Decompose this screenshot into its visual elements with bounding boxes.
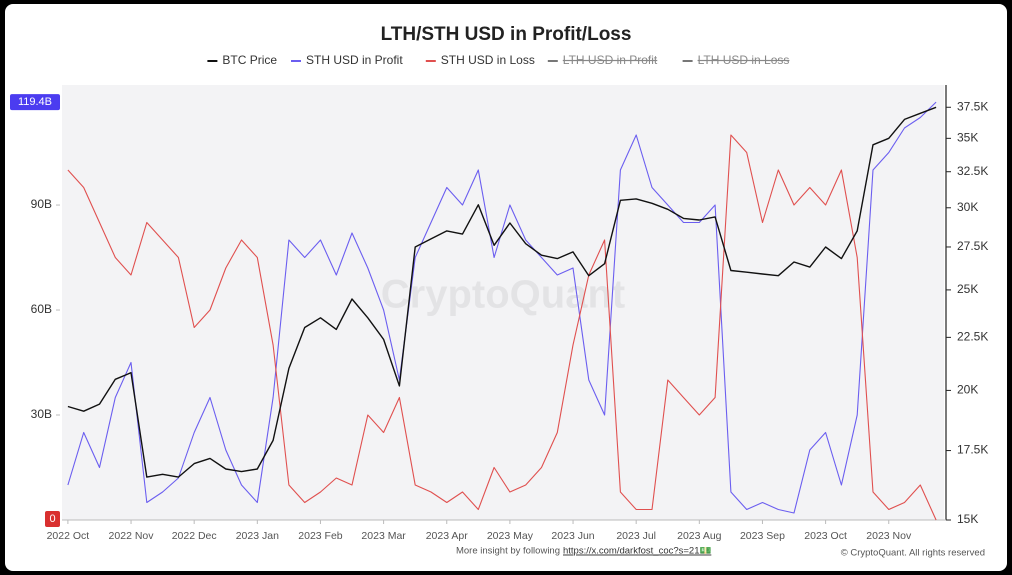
watermark: CryptoQuant — [381, 273, 625, 317]
legend-label: LTH USD in Profit — [563, 53, 658, 67]
current-value-box — [45, 511, 60, 527]
x-tick-label: 2022 Oct — [47, 530, 90, 542]
current-value-label: 119.4B — [18, 96, 52, 108]
legend-label: BTC Price — [222, 53, 277, 67]
y2-tick-label: 15K — [957, 512, 978, 526]
x-tick-label: 2022 Dec — [172, 530, 217, 542]
legend-item[interactable]: STH USD in Profit — [291, 53, 403, 67]
legend-item[interactable]: LTH USD in Profit — [547, 53, 658, 67]
footer-text: More insight by following — [456, 546, 560, 557]
x-tick-label: 2023 May — [487, 530, 534, 542]
x-tick-label: 2023 Apr — [426, 530, 469, 542]
series-line — [67, 134, 937, 521]
x-tick-label: 2023 Jan — [236, 530, 279, 542]
plot-area — [62, 85, 944, 520]
legend-item[interactable]: STH USD in Loss — [425, 53, 535, 67]
y-tick-label: 60B — [31, 302, 52, 316]
x-tick-label: 2023 Aug — [677, 530, 722, 542]
x-tick-label: 2022 Nov — [109, 530, 155, 542]
legend-item[interactable]: BTC Price — [207, 53, 277, 67]
legend-label: STH USD in Loss — [441, 53, 535, 67]
legend-label: LTH USD in Loss — [698, 53, 790, 67]
y2-tick-label: 37.5K — [957, 99, 988, 113]
y2-tick-label: 30K — [957, 200, 978, 214]
x-tick-label: 2023 Nov — [866, 530, 912, 542]
series-line — [67, 101, 937, 514]
legend-label: STH USD in Profit — [306, 53, 403, 67]
legend-item[interactable]: LTH USD in Loss — [682, 53, 790, 67]
x-tick-label: 2023 Mar — [361, 530, 406, 542]
y-tick-label: 30B — [31, 407, 52, 421]
y2-tick-label: 35K — [957, 131, 978, 145]
y2-tick-label: 32.5K — [957, 164, 988, 178]
x-tick-label: 2023 Jun — [551, 530, 594, 542]
x-tick-label: 2023 Sep — [740, 530, 785, 542]
y2-tick-label: 20K — [957, 383, 978, 397]
copyright: © CryptoQuant. All rights reserved — [841, 548, 985, 559]
y-tick-label: 90B — [31, 197, 52, 211]
y2-tick-label: 27.5K — [957, 239, 988, 253]
y2-tick-label: 22.5K — [957, 330, 988, 344]
chart-title: LTH/STH USD in Profit/Loss — [381, 24, 632, 45]
current-value-label: 0 — [49, 513, 55, 525]
x-tick-label: 2023 Oct — [804, 530, 847, 542]
x-tick-label: 2023 Feb — [298, 530, 343, 542]
x-tick-label: 2023 Jul — [616, 530, 656, 542]
footer-link[interactable]: https://x.com/darkfost_coc?s=21💵 — [563, 546, 711, 557]
current-value-box — [10, 94, 60, 111]
y2-tick-label: 25K — [957, 282, 978, 296]
series-line — [67, 106, 937, 478]
y2-tick-label: 17.5K — [957, 443, 988, 457]
